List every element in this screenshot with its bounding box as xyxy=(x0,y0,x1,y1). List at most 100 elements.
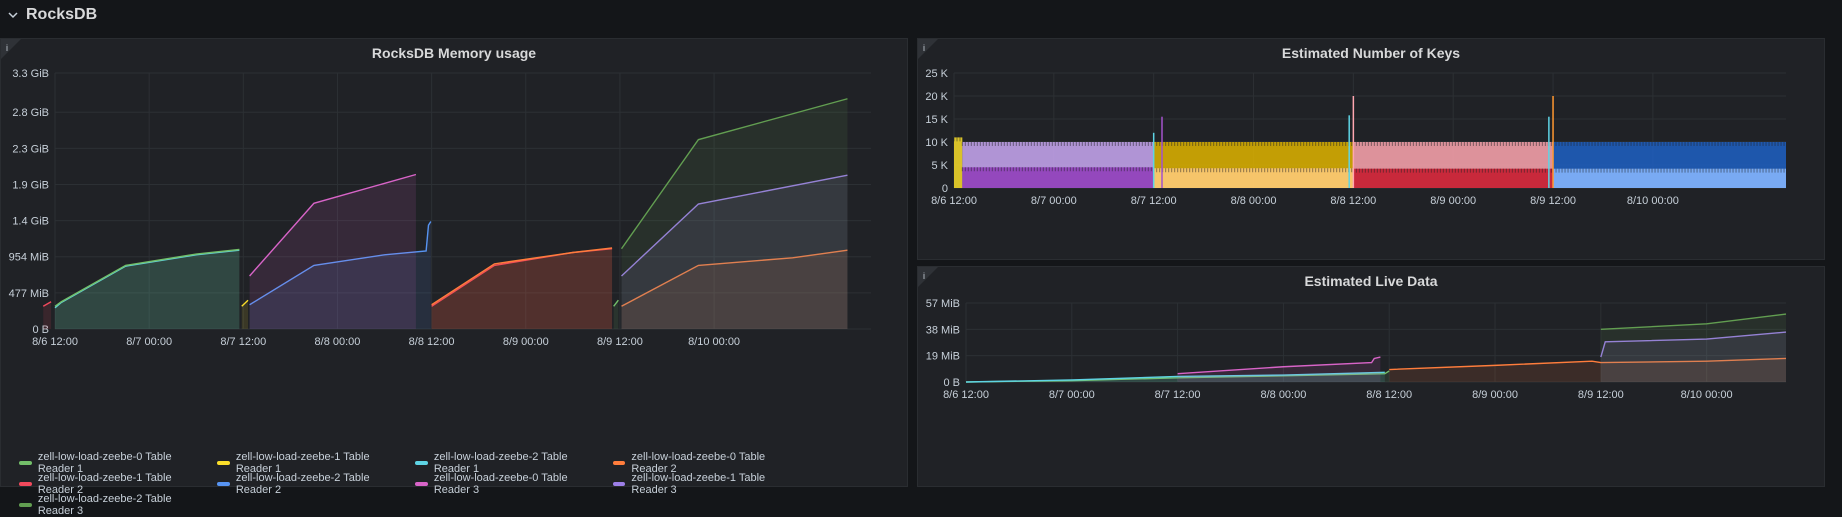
series-area xyxy=(55,250,240,329)
y-tick-label: 0 B xyxy=(943,377,960,389)
y-tick-label: 25 K xyxy=(925,68,948,80)
series-line xyxy=(613,299,619,307)
legend-swatch xyxy=(415,481,428,486)
chart-estimated-number-of-keys: 0 5 K 10 K 15 K 20 K 25 K 8/6 12:00 8/7 00:00 8/… xyxy=(925,68,1786,207)
band-texture xyxy=(953,137,961,142)
series-area xyxy=(613,300,619,329)
legend-item[interactable]: zell-low-load-zeebe-0 Table Reader 3 xyxy=(415,471,601,496)
x-tick-label: 8/9 00:00 xyxy=(503,336,549,348)
legend-label: zell-low-load-zeebe-2 Table Reader 2 xyxy=(235,471,370,496)
series-line xyxy=(621,174,848,277)
y-tick-label: 2.3 GiB xyxy=(12,143,49,155)
legend-swatch xyxy=(613,460,626,465)
legend-swatch xyxy=(19,460,32,465)
series-area xyxy=(249,221,431,329)
x-tick-label: 8/6 12:00 xyxy=(931,195,977,207)
band-texture xyxy=(1352,168,1552,173)
info-icon[interactable]: i xyxy=(1,39,21,59)
x-tick-label: 8/9 12:00 xyxy=(1530,195,1576,207)
legend-swatch xyxy=(217,460,230,465)
y-tick-label: 1.9 GiB xyxy=(12,179,49,191)
series-area xyxy=(241,300,249,329)
y-tick-label: 10 K xyxy=(925,137,948,149)
series-area xyxy=(249,174,416,329)
x-tick-label: 8/9 00:00 xyxy=(1472,389,1518,401)
x-tick-label: 8/7 12:00 xyxy=(1131,195,1177,207)
x-tick-label: 8/8 12:00 xyxy=(1330,195,1376,207)
series-area xyxy=(621,250,848,329)
series-line xyxy=(431,247,613,306)
legend-label: zell-low-load-zeebe-1 Table Reader 1 xyxy=(235,450,370,475)
x-tick-label: 8/9 00:00 xyxy=(1430,195,1476,207)
legend-item[interactable]: zell-low-load-zeebe-0 Table Reader 2 xyxy=(613,450,793,475)
y-tick-label: 15 K xyxy=(925,114,948,126)
panel-estimated-number-of-keys: i Estimated Number of Keys 0 5 K 10 K 15 K 2… xyxy=(917,38,1825,260)
y-tick-label: 19 MiB xyxy=(926,351,960,363)
legend-item[interactable]: zell-low-load-zeebe-2 Table Reader 1 xyxy=(415,451,601,475)
series-area xyxy=(966,370,1390,382)
legend-label: zell-low-load-zeebe-1 Table Reader 3 xyxy=(631,471,766,496)
legend-item[interactable]: zell-low-load-zeebe-1 Table Reader 1 xyxy=(217,450,403,475)
series-area xyxy=(1600,314,1786,382)
panel-title[interactable]: Estimated Live Data xyxy=(1304,273,1438,289)
chart-memory-usage: 0 B 477 MiB 954 MiB 1.4 GiB 1.9 GiB 2.3 GiB 2.… xyxy=(9,68,871,348)
legend-swatch xyxy=(613,481,626,486)
legend-label: zell-low-load-zeebe-0 Table Reader 2 xyxy=(631,450,766,475)
info-icon[interactable]: i xyxy=(918,267,938,287)
panel-title[interactable]: RocksDB Memory usage xyxy=(371,45,537,61)
series-area xyxy=(43,301,52,329)
legend-swatch xyxy=(217,481,230,486)
series-line xyxy=(42,301,52,307)
legend-item[interactable]: zell-low-load-zeebe-2 Table Reader 3 xyxy=(19,492,205,517)
chevron-down-icon[interactable] xyxy=(8,10,18,20)
legend-item[interactable]: zell-low-load-zeebe-0 Table Reader 1 xyxy=(19,450,205,475)
y-tick-label: 477 MiB xyxy=(9,288,49,300)
x-tick-label: 8/7 12:00 xyxy=(1155,389,1201,401)
panel-title[interactable]: Estimated Number of Keys xyxy=(1281,45,1461,61)
series-area xyxy=(55,249,240,329)
svg-text:i: i xyxy=(6,43,8,53)
y-tick-label: 2.8 GiB xyxy=(12,107,49,119)
series-line xyxy=(1600,313,1787,331)
legend-item[interactable]: zell-low-load-zeebe-2 Table Reader 2 xyxy=(217,471,403,496)
chart-estimated-live-data: 0 B 19 MiB 38 MiB 57 MiB 8/6 12:00 8/7 00:00 8… xyxy=(926,298,1787,401)
x-tick-label: 8/6 12:00 xyxy=(943,389,989,401)
x-tick-label: 8/8 12:00 xyxy=(1366,389,1412,401)
series-area xyxy=(621,175,848,329)
legend-label: zell-low-load-zeebe-0 Table Reader 1 xyxy=(37,450,172,475)
x-tick-label: 8/6 12:00 xyxy=(32,336,78,348)
band-texture xyxy=(1153,142,1353,146)
legend-label: zell-low-load-zeebe-0 Table Reader 3 xyxy=(433,471,568,496)
x-tick-label: 8/10 00:00 xyxy=(1681,389,1733,401)
series-line xyxy=(249,173,417,277)
legend-item[interactable]: zell-low-load-zeebe-1 Table Reader 2 xyxy=(19,472,205,496)
legend-label: zell-low-load-zeebe-2 Table Reader 3 xyxy=(37,492,172,517)
legend-item[interactable]: zell-low-load-zeebe-1 Table Reader 3 xyxy=(613,471,793,496)
series-line xyxy=(241,299,249,307)
series-line xyxy=(249,221,432,306)
x-tick-label: 8/7 00:00 xyxy=(1031,195,1077,207)
band-area xyxy=(1353,168,1554,188)
band-texture xyxy=(961,142,1152,146)
series-line xyxy=(1177,356,1381,375)
series-line xyxy=(621,249,848,307)
x-tick-label: 8/7 00:00 xyxy=(1049,389,1095,401)
info-icon[interactable]: i xyxy=(918,39,938,59)
y-tick-label: 954 MiB xyxy=(9,252,49,264)
x-tick-label: 8/7 12:00 xyxy=(220,336,266,348)
band-texture xyxy=(961,167,1152,172)
svg-text:i: i xyxy=(923,271,925,281)
series-area xyxy=(431,247,613,329)
y-tick-label: 38 MiB xyxy=(926,324,960,336)
x-tick-label: 8/10 00:00 xyxy=(1627,195,1679,207)
y-tick-label: 0 B xyxy=(32,324,49,336)
legend-swatch xyxy=(19,502,32,507)
band-area xyxy=(954,137,963,188)
y-tick-label: 5 K xyxy=(931,160,948,172)
panel-rocksdb-memory-usage: i RocksDB Memory usage 0 B 477 MiB 954 MiB… xyxy=(0,38,908,517)
row-title: RocksDB xyxy=(26,6,98,23)
row-header-rocksdb[interactable]: RocksDB xyxy=(0,0,1842,30)
series-area xyxy=(1389,358,1786,382)
series-line xyxy=(1600,331,1787,358)
x-tick-label: 8/7 00:00 xyxy=(126,336,172,348)
